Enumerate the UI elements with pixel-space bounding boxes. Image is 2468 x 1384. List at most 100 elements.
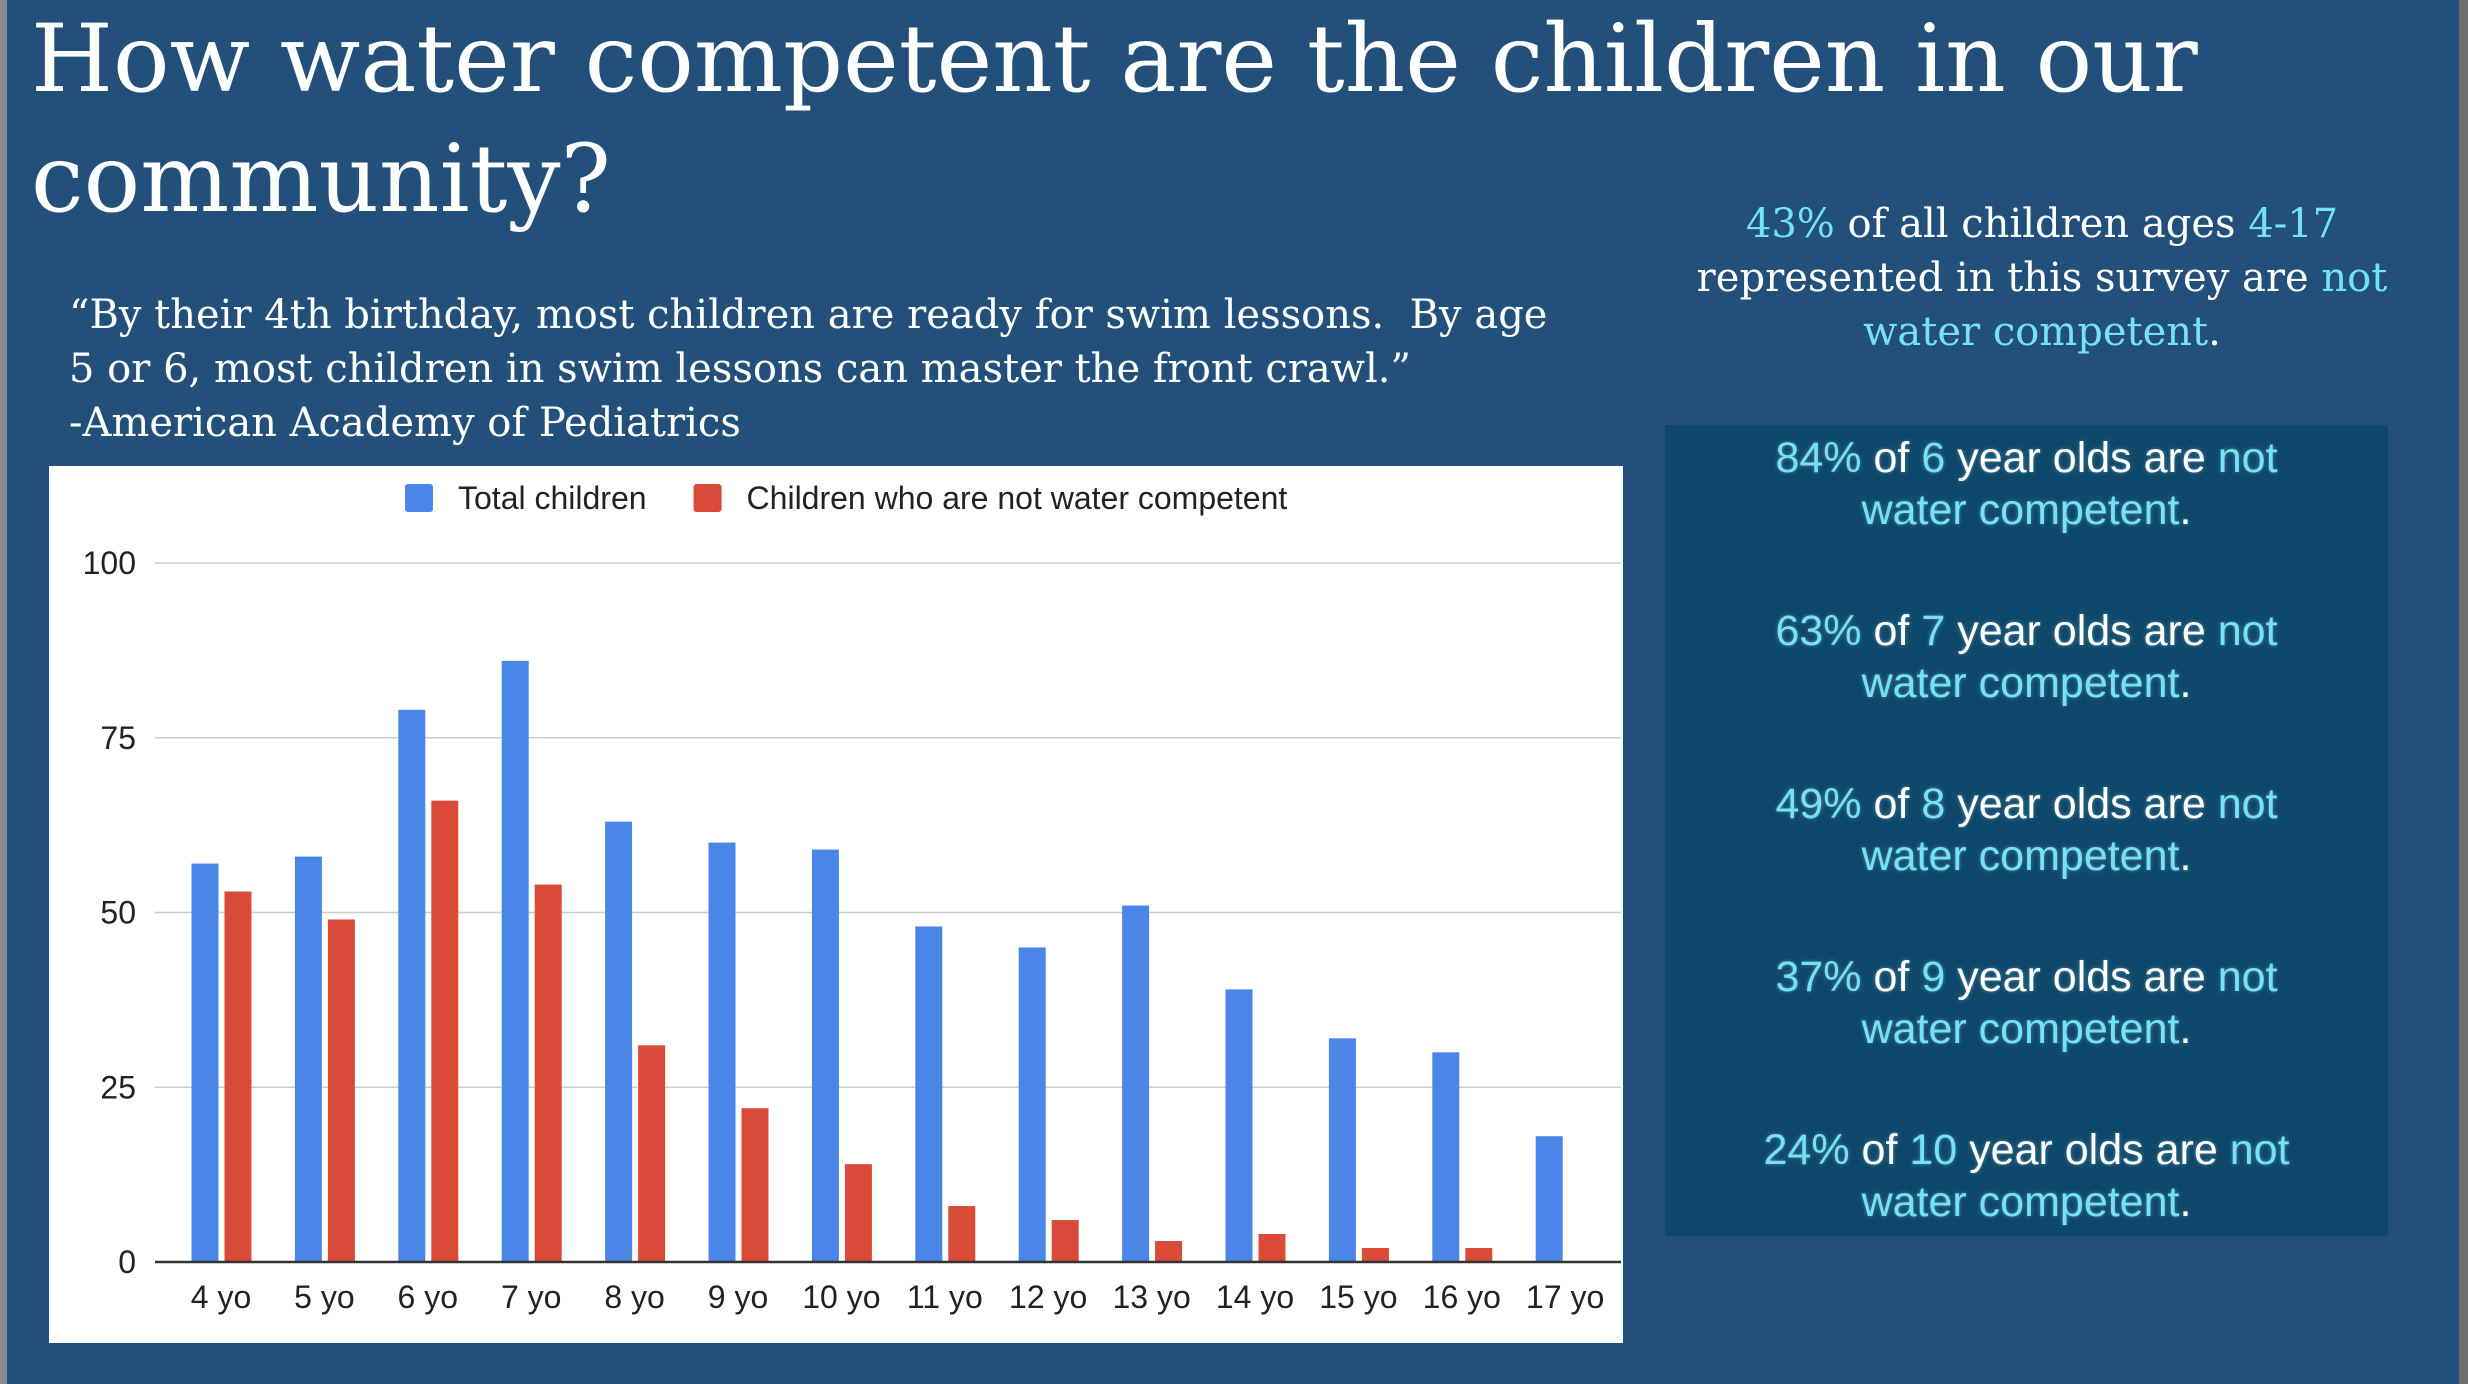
x-tick-label: 14 yo bbox=[1216, 1279, 1294, 1315]
bar-not-water-competent bbox=[1051, 1220, 1079, 1262]
bar-not-water-competent bbox=[741, 1108, 769, 1262]
stat-year-olds-are: year olds are bbox=[1957, 780, 2206, 828]
stat-item: 49% of 8 year olds are not water competen… bbox=[1665, 778, 2388, 882]
summary-age-range: 4-17 bbox=[2248, 201, 2339, 247]
bar-not-water-competent bbox=[224, 891, 252, 1262]
x-tick-label: 10 yo bbox=[802, 1279, 880, 1315]
x-tick-label: 13 yo bbox=[1112, 1279, 1190, 1315]
quote-line-2: 5 or 6, most children in swim lessons ca… bbox=[69, 346, 1411, 392]
y-tick-label: 50 bbox=[100, 895, 136, 931]
bar-total-children bbox=[1225, 989, 1253, 1262]
x-tick-label: 5 yo bbox=[294, 1279, 354, 1315]
x-tick-label: 8 yo bbox=[604, 1279, 664, 1315]
stat-percent: 63% bbox=[1775, 607, 1862, 655]
bar-total-children bbox=[708, 842, 736, 1262]
bar-total-children bbox=[1122, 905, 1150, 1262]
bar-chart-svg: 0 25 50 75 100 4 yo 5 yo 6 yo 7 yo 8 yo 9 yo 10 yo 1… bbox=[83, 480, 1621, 1315]
stat-period: . bbox=[2179, 486, 2192, 534]
summary-period: . bbox=[2208, 309, 2221, 355]
stat-not: not bbox=[2217, 780, 2278, 828]
stat-of: of bbox=[1861, 1126, 1898, 1174]
stat-of: of bbox=[1873, 780, 1910, 828]
bar-not-water-competent bbox=[844, 1164, 872, 1262]
stat-not: not bbox=[2217, 953, 2278, 1001]
summary-text-b: represented in this survey are bbox=[1696, 255, 2309, 301]
bar-not-water-competent bbox=[1361, 1248, 1389, 1262]
y-tick-label: 25 bbox=[100, 1069, 136, 1105]
slide-edge-right bbox=[2459, 0, 2468, 1384]
bar-not-water-competent bbox=[1465, 1248, 1493, 1262]
summary-text-a: of all children ages bbox=[1847, 201, 2236, 247]
stat-of: of bbox=[1873, 953, 1910, 1001]
slide-edge-left bbox=[0, 0, 7, 1384]
bar-total-children bbox=[1535, 1136, 1563, 1262]
stat-of: of bbox=[1873, 434, 1910, 482]
stat-water-competent: water competent bbox=[1861, 1178, 2180, 1226]
stat-percent: 24% bbox=[1763, 1126, 1850, 1174]
bar-total-children bbox=[398, 709, 426, 1262]
x-tick-label: 12 yo bbox=[1009, 1279, 1087, 1315]
stat-period: . bbox=[2179, 832, 2192, 880]
stat-year-olds-are: year olds are bbox=[1957, 953, 2206, 1001]
bar-not-water-competent bbox=[1258, 1234, 1286, 1262]
bar-total-children bbox=[294, 856, 322, 1262]
stat-water-competent: water competent bbox=[1861, 1005, 2180, 1053]
bar-not-water-competent bbox=[1155, 1241, 1183, 1262]
stat-period: . bbox=[2179, 659, 2192, 707]
stat-not: not bbox=[2217, 434, 2278, 482]
y-tick-label: 100 bbox=[83, 545, 136, 581]
stat-age: 9 bbox=[1921, 953, 1946, 1001]
bar-not-water-competent bbox=[431, 800, 459, 1262]
bar-total-children bbox=[1432, 1052, 1460, 1262]
bar-total-children bbox=[501, 660, 529, 1262]
stat-age: 10 bbox=[1909, 1126, 1958, 1174]
legend-swatch bbox=[405, 484, 433, 512]
stat-of: of bbox=[1873, 607, 1910, 655]
quote-attribution: -American Academy of Pediatrics bbox=[69, 400, 741, 446]
x-tick-label: 17 yo bbox=[1526, 1279, 1604, 1315]
bar-not-water-competent bbox=[534, 884, 562, 1262]
bar-total-children bbox=[1018, 947, 1046, 1262]
bar-total-children bbox=[191, 863, 219, 1262]
stat-period: . bbox=[2179, 1178, 2192, 1226]
bar-total-children bbox=[811, 849, 839, 1262]
stat-item: 24% of 10 year olds are not water compete… bbox=[1665, 1124, 2388, 1228]
y-tick-label: 0 bbox=[118, 1244, 136, 1280]
bar-total-children bbox=[915, 926, 943, 1262]
stat-percent: 49% bbox=[1775, 780, 1862, 828]
summary-statement: 43% of all children ages 4-17 represented… bbox=[1642, 197, 2442, 359]
legend-swatch bbox=[693, 484, 722, 512]
stat-water-competent: water competent bbox=[1861, 832, 2180, 880]
stats-panel: 84% of 6 year olds are not water competen… bbox=[1665, 425, 2388, 1236]
y-tick-label: 75 bbox=[100, 720, 136, 756]
bar-not-water-competent bbox=[948, 1206, 976, 1262]
x-tick-label: 6 yo bbox=[398, 1279, 458, 1315]
x-tick-label: 7 yo bbox=[501, 1279, 561, 1315]
legend-label: Total children bbox=[458, 480, 647, 516]
stat-year-olds-are: year olds are bbox=[1957, 434, 2206, 482]
stat-water-competent: water competent bbox=[1861, 486, 2180, 534]
legend-label: Children who are not water competent bbox=[747, 480, 1288, 516]
summary-percent: 43% bbox=[1745, 201, 1835, 247]
bar-chart: 0 25 50 75 100 4 yo 5 yo 6 yo 7 yo 8 yo 9 yo 10 yo 1… bbox=[49, 466, 1623, 1343]
stat-not: not bbox=[2217, 607, 2278, 655]
x-tick-label: 9 yo bbox=[708, 1279, 768, 1315]
stat-item: 63% of 7 year olds are not water competen… bbox=[1665, 605, 2388, 709]
summary-not: not bbox=[2321, 255, 2388, 301]
stat-item: 37% of 9 year olds are not water competen… bbox=[1665, 951, 2388, 1055]
summary-water-competent: water competent bbox=[1863, 309, 2209, 355]
x-tick-label: 11 yo bbox=[907, 1279, 983, 1315]
stat-year-olds-are: year olds are bbox=[1969, 1126, 2218, 1174]
stat-age: 6 bbox=[1921, 434, 1946, 482]
stat-age: 7 bbox=[1921, 607, 1946, 655]
bar-total-children bbox=[605, 821, 633, 1262]
bar-not-water-competent bbox=[638, 1045, 666, 1262]
stat-percent: 84% bbox=[1775, 434, 1862, 482]
stat-percent: 37% bbox=[1775, 953, 1862, 1001]
stat-not: not bbox=[2229, 1126, 2290, 1174]
quote: “By their 4th birthday, most children ar… bbox=[69, 288, 1547, 450]
page-title: How water competent are the children in … bbox=[31, 5, 2198, 234]
stat-water-competent: water competent bbox=[1861, 659, 2180, 707]
bar-not-water-competent bbox=[327, 919, 355, 1262]
quote-line-1: “By their 4th birthday, most children ar… bbox=[69, 292, 1548, 338]
